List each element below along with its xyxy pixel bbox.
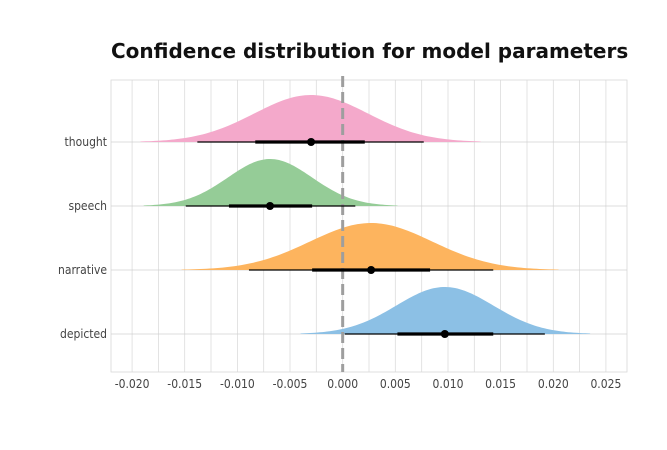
x-tick-label: 0.000 [327, 377, 358, 391]
point-estimate-depicted [440, 330, 449, 338]
x-tick-label: -0.020 [115, 377, 150, 391]
chart-title: Confidence distribution for model parame… [111, 39, 628, 63]
point-estimate-thought [307, 138, 316, 146]
x-tick-label: 0.020 [538, 377, 569, 391]
y-tick-label: speech [68, 199, 107, 213]
point-estimate-narrative [367, 266, 376, 274]
density-depicted [300, 287, 591, 334]
plot-frame [110, 79, 628, 373]
x-axis: -0.020 -0.015 -0.010 -0.005 0.000 0.005 0.010 0… [115, 377, 622, 391]
y-tick-label: thought [65, 135, 107, 149]
x-tick-label: 0.015 [485, 377, 516, 391]
x-tick-label: -0.015 [167, 377, 202, 391]
y-axis: thought speech narrative depicted [58, 135, 107, 341]
x-tick-label: -0.005 [273, 377, 308, 391]
y-tick-label: depicted [60, 327, 107, 341]
density-speech [143, 159, 398, 206]
interval-layer [185, 138, 545, 338]
density-narrative [181, 223, 559, 270]
x-tick-label: 0.005 [380, 377, 411, 391]
y-tick-label: narrative [58, 263, 107, 277]
x-tick-label: 0.025 [590, 377, 621, 391]
x-tick-label: -0.010 [220, 377, 255, 391]
density-thought [140, 95, 481, 142]
x-tick-label: 0.010 [433, 377, 464, 391]
density-layer [140, 95, 591, 334]
point-estimate-speech [266, 202, 275, 210]
